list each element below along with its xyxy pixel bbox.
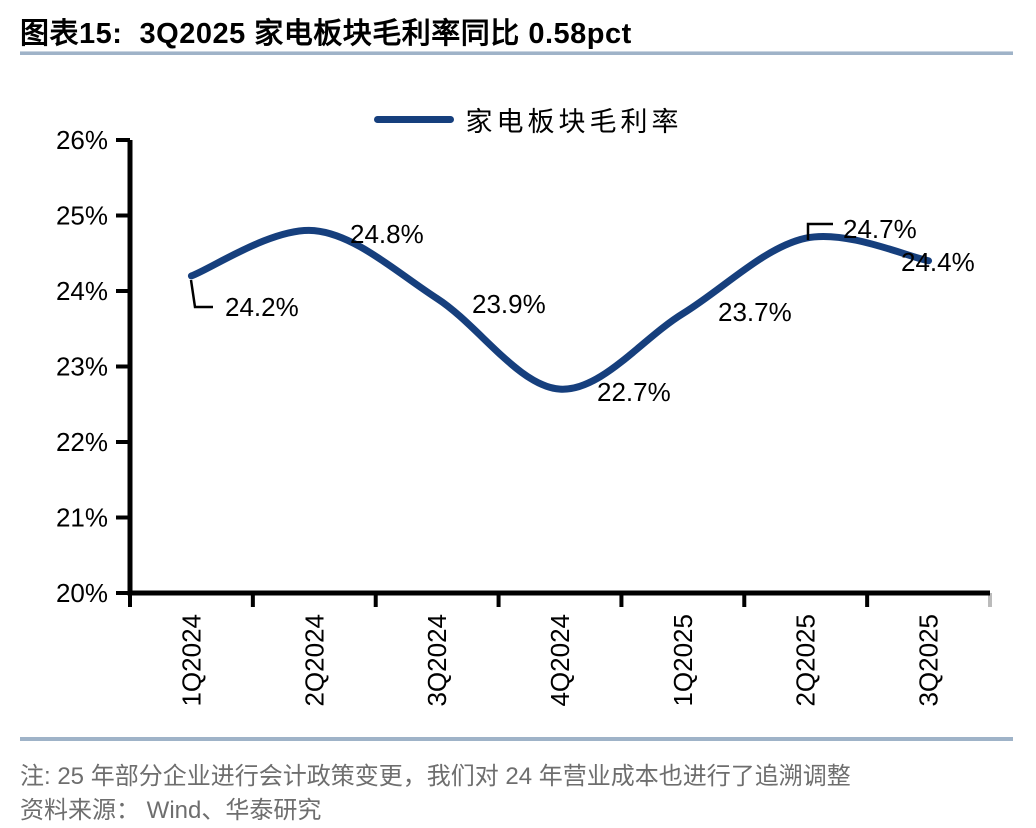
x-tick-label: 1Q2025 [668,614,698,707]
y-tick-label: 22% [56,427,108,457]
y-tick-label: 20% [56,578,108,608]
data-label-callout [189,279,213,309]
y-tick-label: 26% [56,125,108,155]
y-tick-label: 24% [56,276,108,306]
title-underline-rule [20,51,1013,55]
legend-line-swatch [373,116,454,123]
data-label: 24.7% [843,214,917,244]
footnote-source: 资料来源： Wind、华泰研究 [20,797,322,824]
data-label: 24.4% [901,247,975,277]
series-line-gross-margin [187,227,933,393]
y-tick-label: 25% [56,201,108,231]
x-tick-label: 4Q2024 [545,614,575,707]
x-tick-label: 3Q2025 [914,614,944,707]
x-tick-label: 2Q2025 [791,614,821,707]
line-chart-canvas: 20% 21% 22% 23% 24% 25% 26% 1Q2024 2Q2024 3Q2024 4… [56,125,992,707]
legend: 家电板块毛利率 [10,100,1036,139]
x-tick-label: 2Q2024 [299,614,329,707]
chart-bottom-rule [20,737,1013,741]
chart-title: 图表15: 3Q2025 家电板块毛利率同比 0.58pct [20,18,632,50]
x-tick-label: 1Q2024 [176,614,206,707]
data-label: 23.7% [718,297,792,327]
y-tick-label: 23% [56,352,108,382]
y-tick-label: 21% [56,503,108,533]
legend-label: 家电板块毛利率 [465,107,683,137]
data-label-callout [806,222,833,240]
footnote-note: 注: 25 年部分企业进行会计政策变更，我们对 24 年营业成本也进行了追溯调整 [20,763,851,790]
data-label: 24.2% [225,292,299,322]
data-label: 22.7% [597,377,671,407]
data-label: 24.8% [350,219,424,249]
x-tick-label: 3Q2024 [422,614,452,707]
data-label: 23.9% [472,289,546,319]
